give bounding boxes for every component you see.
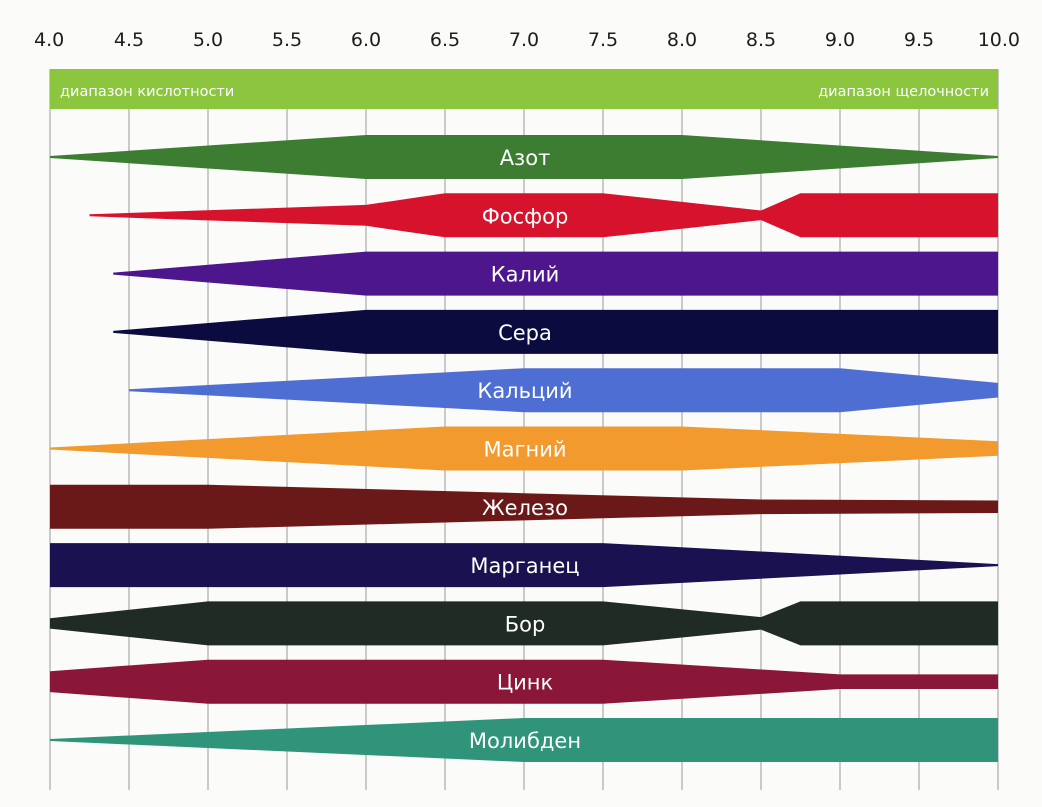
band-4 bbox=[113, 309, 998, 354]
x-tick-label-0: 4.0 bbox=[34, 29, 64, 51]
x-tick-label-9: 8.5 bbox=[746, 29, 776, 51]
band-7 bbox=[50, 484, 998, 529]
x-tick-label-1: 4.5 bbox=[114, 29, 144, 51]
x-tick-label-7: 7.5 bbox=[588, 29, 618, 51]
band-3 bbox=[113, 251, 998, 296]
alkaline-range-label: диапазон щелочности bbox=[818, 84, 989, 100]
x-tick-label-5: 6.5 bbox=[430, 29, 460, 51]
x-tick-label-3: 5.5 bbox=[272, 29, 302, 51]
nutrient-label-6: Магний bbox=[483, 438, 566, 462]
x-tick-label-10: 9.0 bbox=[825, 29, 855, 51]
x-tick-label-2: 5.0 bbox=[193, 29, 223, 51]
band-10 bbox=[50, 659, 998, 704]
ph-scale-band-bar bbox=[50, 69, 998, 109]
acid-range-label: диапазон кислотности bbox=[60, 84, 234, 100]
band-5 bbox=[129, 368, 998, 413]
band-11 bbox=[50, 718, 998, 762]
nutrient-label-1: Азот bbox=[500, 146, 551, 170]
nutrient-label-2: Фосфор bbox=[482, 204, 569, 228]
nutrient-label-11: Молибден bbox=[469, 729, 581, 753]
band-2 bbox=[89, 193, 998, 238]
nutrient-label-4: Сера bbox=[498, 321, 552, 345]
nutrient-label-3: Калий bbox=[491, 263, 560, 287]
nutrient-label-7: Железо bbox=[482, 496, 568, 520]
band-9 bbox=[50, 601, 998, 646]
nutrient-label-8: Марганец bbox=[470, 554, 579, 578]
band-1 bbox=[50, 135, 998, 179]
band-6 bbox=[50, 426, 998, 471]
x-axis-ticks: 4.0 4.5 5.0 5.5 6.0 6.5 7.0 7.5 8.0 8.5 9.0 9.5 10.0 bbox=[34, 29, 1020, 51]
x-tick-label-4: 6.0 bbox=[351, 29, 381, 51]
nutrient-label-10: Цинк bbox=[497, 671, 553, 695]
x-tick-label-8: 8.0 bbox=[667, 29, 697, 51]
nutrient-label-5: Кальций bbox=[477, 379, 572, 403]
x-tick-label-12: 10.0 bbox=[978, 29, 1020, 51]
x-tick-label-6: 7.0 bbox=[509, 29, 539, 51]
nutrient-bands: Азот Фосфор Калий Сера Кальций Магний Железо Ма… bbox=[50, 135, 998, 762]
ph-scale-band: диапазон кислотности диапазон щелочности bbox=[50, 69, 998, 109]
nutrient-label-9: Бор bbox=[505, 612, 546, 636]
x-tick-label-11: 9.5 bbox=[904, 29, 934, 51]
band-8 bbox=[50, 543, 998, 588]
